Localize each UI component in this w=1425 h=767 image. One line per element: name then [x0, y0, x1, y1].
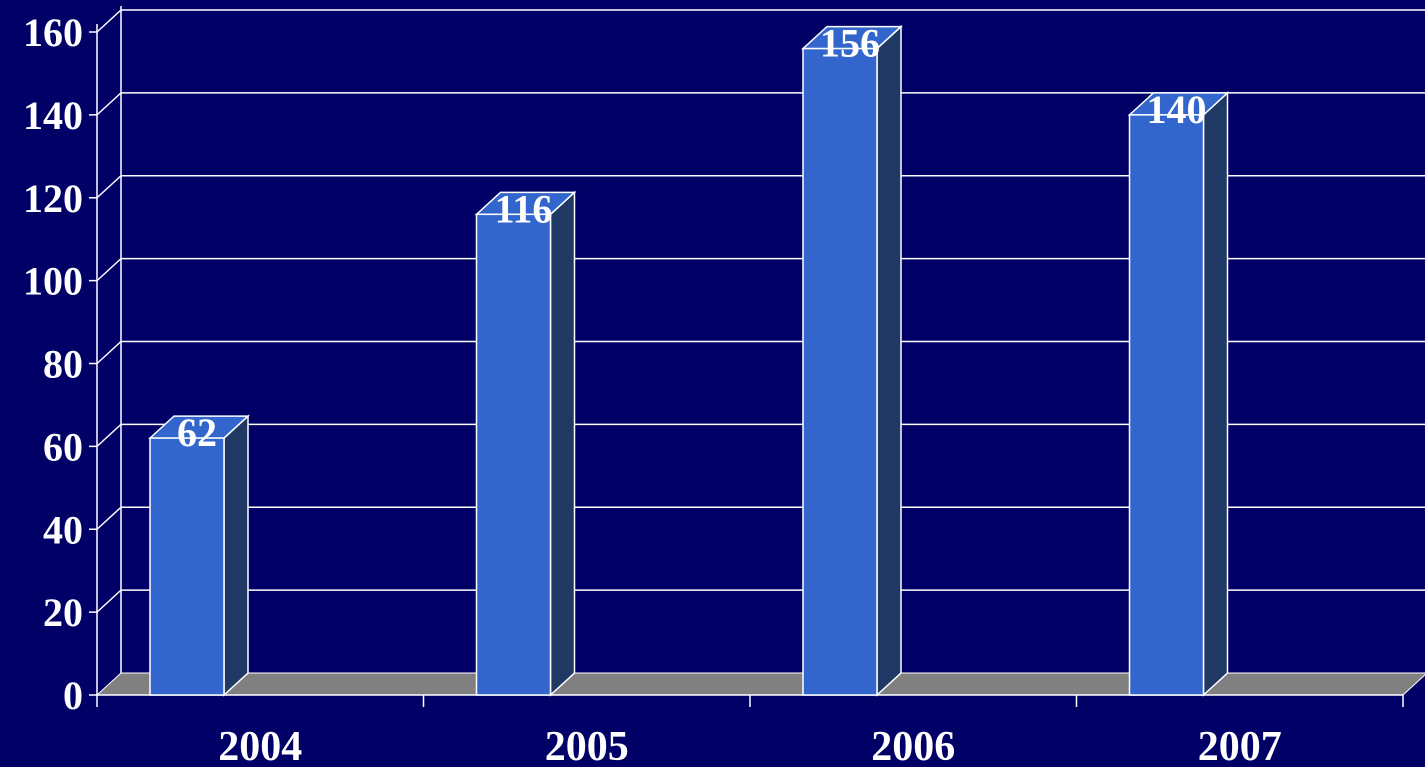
- y-tick-label: 60: [43, 424, 83, 469]
- bar-side: [1202, 91, 1229, 697]
- y-tick-label: 20: [43, 590, 83, 635]
- gridline-side: [96, 175, 122, 199]
- x-tick-label: 2004: [218, 724, 302, 767]
- bars: [148, 24, 1230, 697]
- data-label: 140: [1147, 87, 1207, 132]
- floor: [95, 672, 1425, 696]
- bar-side: [549, 190, 576, 697]
- y-tick-label: 0: [63, 673, 83, 718]
- bar-2007: [1127, 91, 1230, 697]
- data-label: 156: [820, 21, 880, 66]
- bar-front: [475, 213, 552, 696]
- labels: 0 20 40 60 80 100 120 140 160 62 2004 116 2005 156 200…: [23, 10, 1282, 767]
- x-tick-label: 2006: [871, 724, 955, 767]
- data-label: 62: [177, 410, 217, 455]
- bar-2005: [474, 190, 577, 697]
- chart-floor: [95, 672, 1425, 696]
- gridline-side: [96, 258, 122, 282]
- data-label: 116: [495, 186, 553, 231]
- gridline-side: [96, 423, 122, 447]
- x-tick-label: 2007: [1198, 724, 1282, 767]
- bar-front: [802, 47, 878, 696]
- gridline-side: [96, 506, 122, 530]
- bar-front: [1128, 114, 1205, 696]
- gridline-side: [96, 9, 122, 33]
- bar-front: [149, 437, 225, 696]
- y-tick-label: 80: [43, 342, 83, 387]
- y-tick-label: 120: [23, 176, 83, 221]
- y-tick-label: 40: [43, 507, 83, 552]
- y-tick-label: 160: [23, 10, 83, 55]
- y-tick-label: 140: [23, 93, 83, 138]
- y-tick-label: 100: [23, 259, 83, 304]
- bar-side: [876, 24, 902, 697]
- gridline-side: [96, 92, 122, 116]
- bar-2004: [148, 414, 250, 697]
- gridline-side: [96, 340, 122, 365]
- bar-side: [223, 414, 249, 697]
- x-tick-label: 2005: [545, 724, 629, 767]
- gridline-side: [96, 589, 122, 613]
- bar-2006: [801, 24, 903, 697]
